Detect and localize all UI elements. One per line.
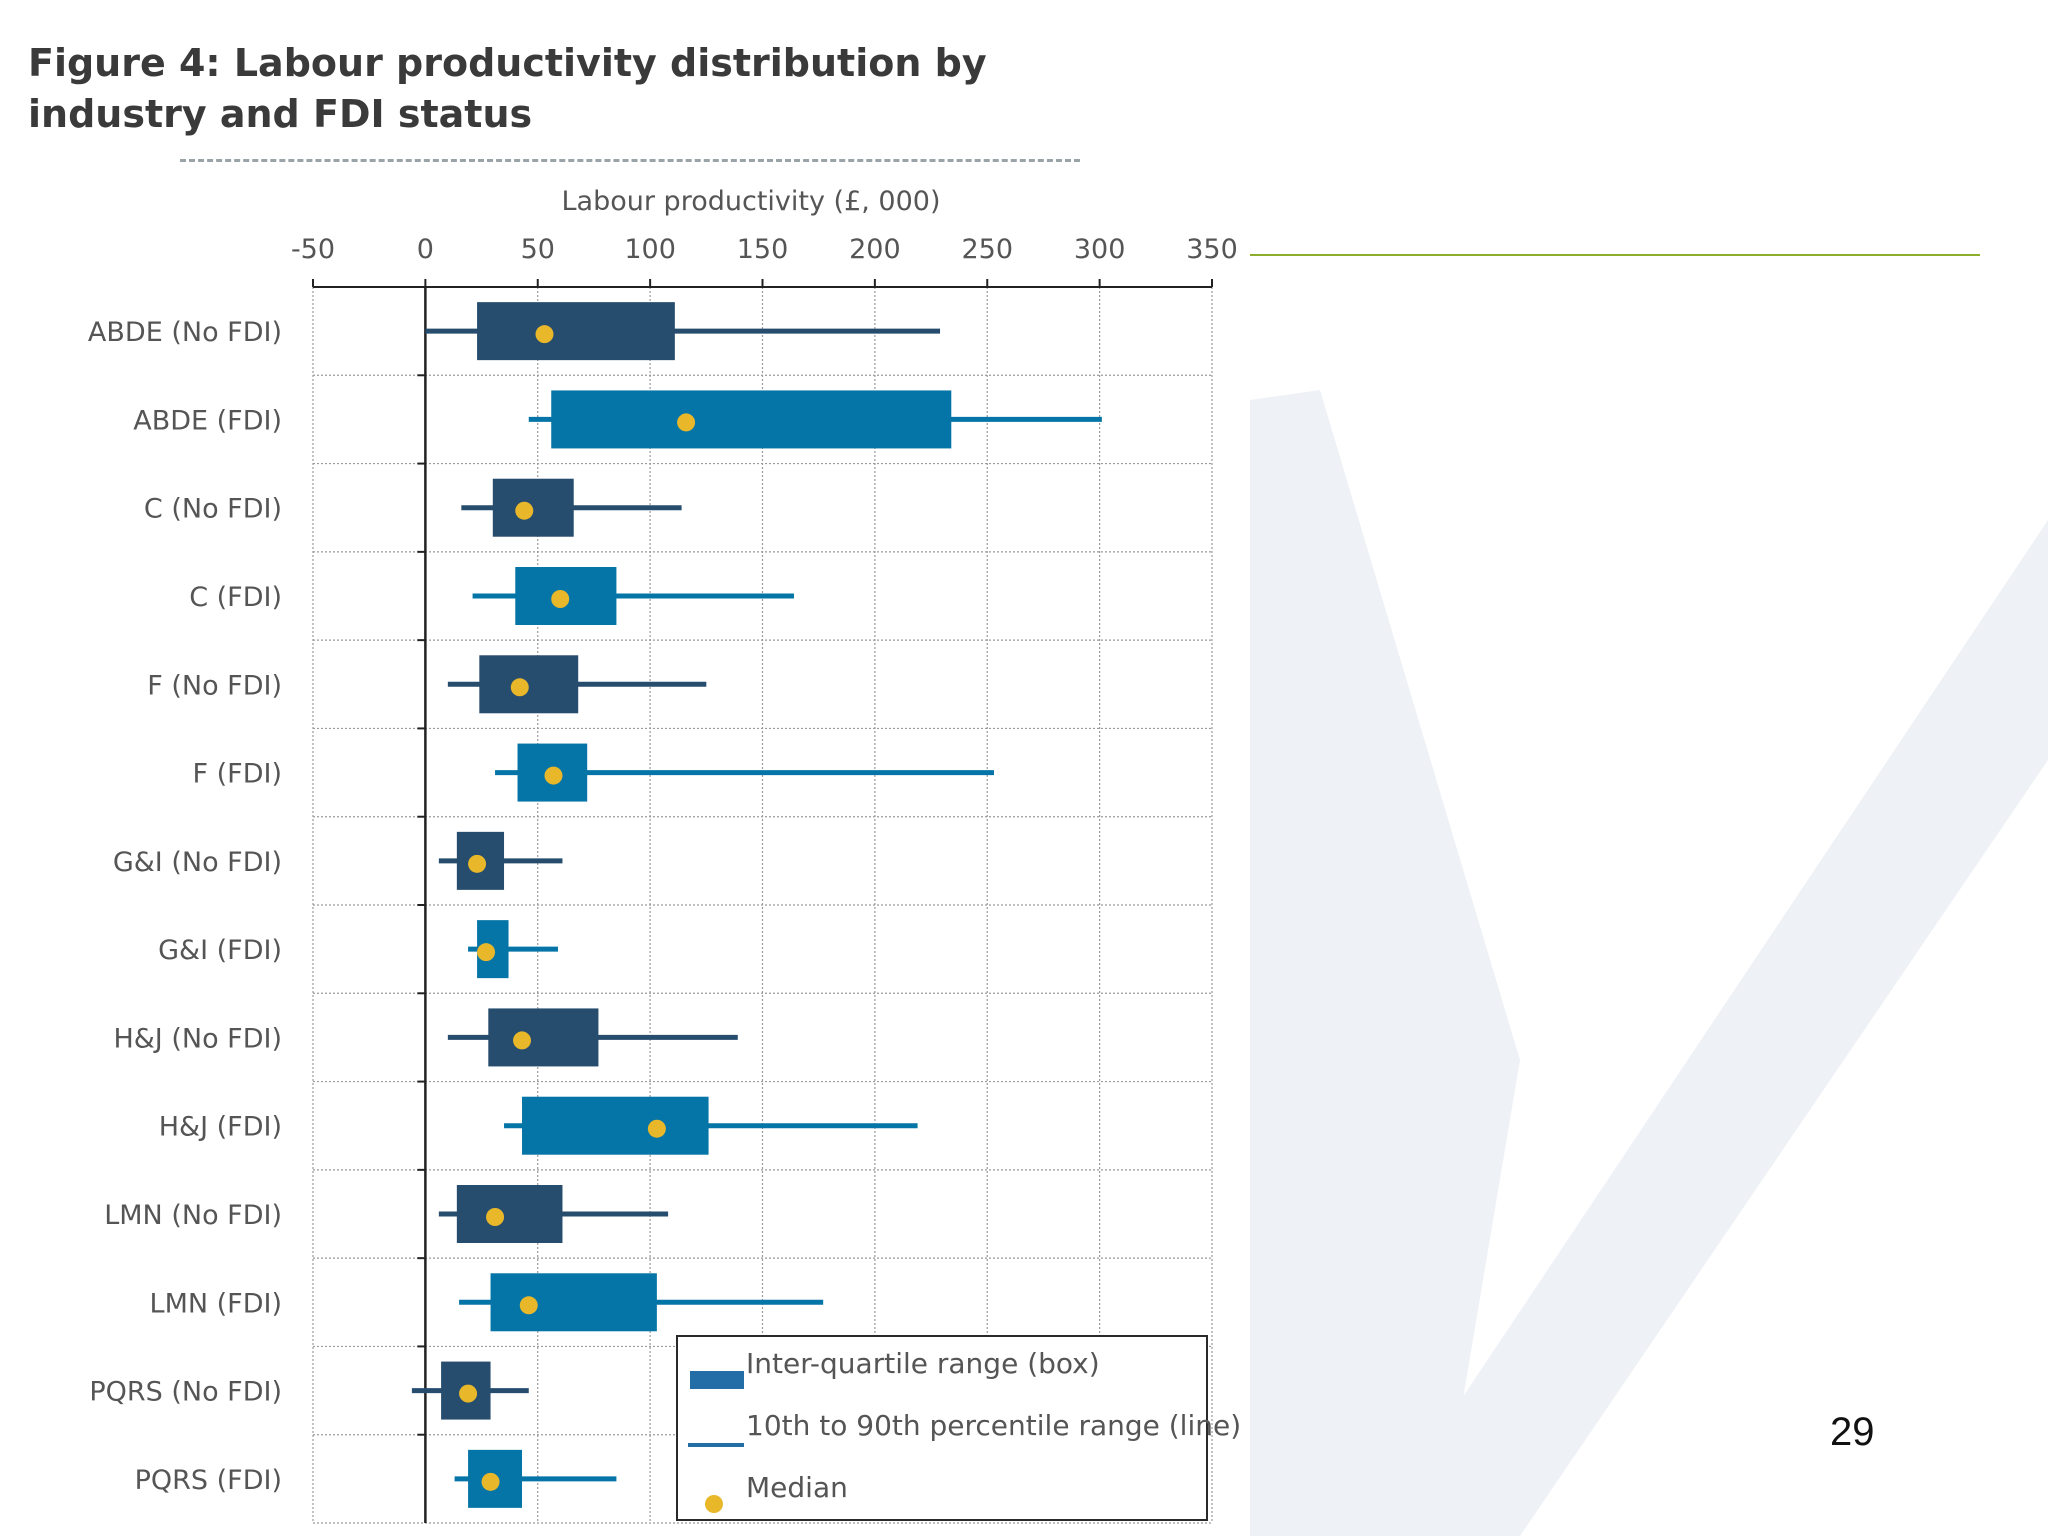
- x-tick-label-1: 0: [417, 234, 434, 265]
- median-dot-5: [544, 766, 563, 785]
- median-dot-4: [510, 678, 529, 697]
- median-dot-11: [519, 1296, 538, 1315]
- legend-box-swatch: [690, 1371, 744, 1389]
- box-group-3: [472, 567, 794, 625]
- category-label-9: H&J (FDI): [159, 1112, 282, 1143]
- category-label-10: LMN (No FDI): [104, 1200, 282, 1231]
- box-group-2: [461, 478, 682, 537]
- legend-item-line: 10th to 90th percentile range (line): [678, 1409, 1241, 1449]
- median-dot-1: [677, 413, 696, 432]
- legend-median-label: Median: [746, 1471, 848, 1504]
- dashed-divider: [180, 159, 1080, 162]
- iqr-box-4: [479, 655, 579, 714]
- category-label-6: G&I (No FDI): [113, 847, 282, 878]
- iqr-box-0: [477, 302, 675, 361]
- median-dot-7: [477, 943, 496, 962]
- box-group-1: [528, 390, 1102, 449]
- iqr-box-10: [456, 1185, 563, 1243]
- box-series: [411, 302, 1102, 1508]
- category-label-8: H&J (No FDI): [113, 1023, 282, 1054]
- category-label-7: G&I (FDI): [158, 935, 282, 966]
- category-label-4: F (No FDI): [147, 670, 282, 701]
- median-dot-2: [515, 501, 534, 520]
- green-accent-rule: [1250, 254, 1980, 256]
- iqr-box-8: [488, 1008, 599, 1067]
- median-dot-0: [535, 325, 554, 344]
- legend-line-swatch: [688, 1443, 744, 1447]
- x-tick-label-0: -50: [291, 234, 335, 265]
- box-group-4: [447, 655, 707, 714]
- legend-line-label: 10th to 90th percentile range (line): [746, 1409, 1242, 1442]
- x-tick-label-3: 100: [624, 234, 676, 265]
- category-label-5: F (FDI): [193, 759, 282, 790]
- x-tick-label-2: 50: [521, 234, 555, 265]
- iqr-box-11: [490, 1273, 657, 1332]
- box-group-5: [495, 743, 994, 802]
- category-label-12: PQRS (No FDI): [89, 1377, 282, 1408]
- x-tick-label-4: 150: [737, 234, 789, 265]
- box-group-10: [438, 1185, 669, 1243]
- box-group-7: [468, 920, 558, 979]
- iqr-box-9: [522, 1096, 709, 1155]
- box-group-11: [459, 1273, 824, 1332]
- legend-median-swatch: [705, 1495, 723, 1513]
- box-group-8: [447, 1008, 738, 1067]
- legend-box-label: Inter-quartile range (box): [746, 1347, 1100, 1380]
- category-label-1: ABDE (FDI): [133, 405, 282, 436]
- iqr-box-1: [551, 390, 952, 449]
- category-label-3: C (FDI): [189, 582, 282, 613]
- box-group-6: [438, 831, 563, 890]
- legend-item-median: Median: [678, 1471, 1206, 1513]
- median-dot-6: [468, 854, 487, 873]
- category-label-2: C (No FDI): [144, 494, 282, 525]
- category-labels: ABDE (No FDI) ABDE (FDI) C (No FDI) C (FDI)…: [88, 317, 282, 1496]
- category-label-0: ABDE (No FDI): [88, 317, 282, 348]
- median-dot-10: [486, 1208, 505, 1226]
- figure-title: Figure 4: Labour productivity distributi…: [28, 41, 987, 136]
- x-tick-label-5: 200: [849, 234, 901, 265]
- median-dot-8: [513, 1031, 532, 1050]
- box-group-13: [454, 1449, 617, 1508]
- box-group-12: [411, 1361, 529, 1420]
- box-group-9: [504, 1096, 918, 1155]
- watermark-shape-right: [1370, 520, 2048, 1536]
- watermark-shape-left: [1250, 390, 1520, 1536]
- x-axis-label: Labour productivity (£, 000): [562, 186, 941, 217]
- category-label-11: LMN (FDI): [150, 1288, 282, 1319]
- x-axis-ticks: -50 0 50 100 150 200 250 300 350: [291, 234, 1238, 1523]
- chart-legend: Inter-quartile range (box) 10th to 90th …: [676, 1335, 1241, 1521]
- x-tick-label-7: 300: [1074, 234, 1126, 265]
- legend-item-box: Inter-quartile range (box): [678, 1347, 1206, 1389]
- x-tick-label-8: 350: [1186, 234, 1238, 265]
- median-dot-12: [459, 1384, 478, 1403]
- median-dot-9: [647, 1119, 666, 1138]
- median-dot-3: [551, 590, 570, 608]
- median-dot-13: [481, 1472, 500, 1491]
- iqr-box-2: [492, 478, 574, 537]
- box-group-0: [425, 302, 941, 361]
- x-tick-label-6: 250: [961, 234, 1013, 265]
- category-label-13: PQRS (FDI): [135, 1465, 282, 1496]
- page-number: 29: [1830, 1410, 1875, 1454]
